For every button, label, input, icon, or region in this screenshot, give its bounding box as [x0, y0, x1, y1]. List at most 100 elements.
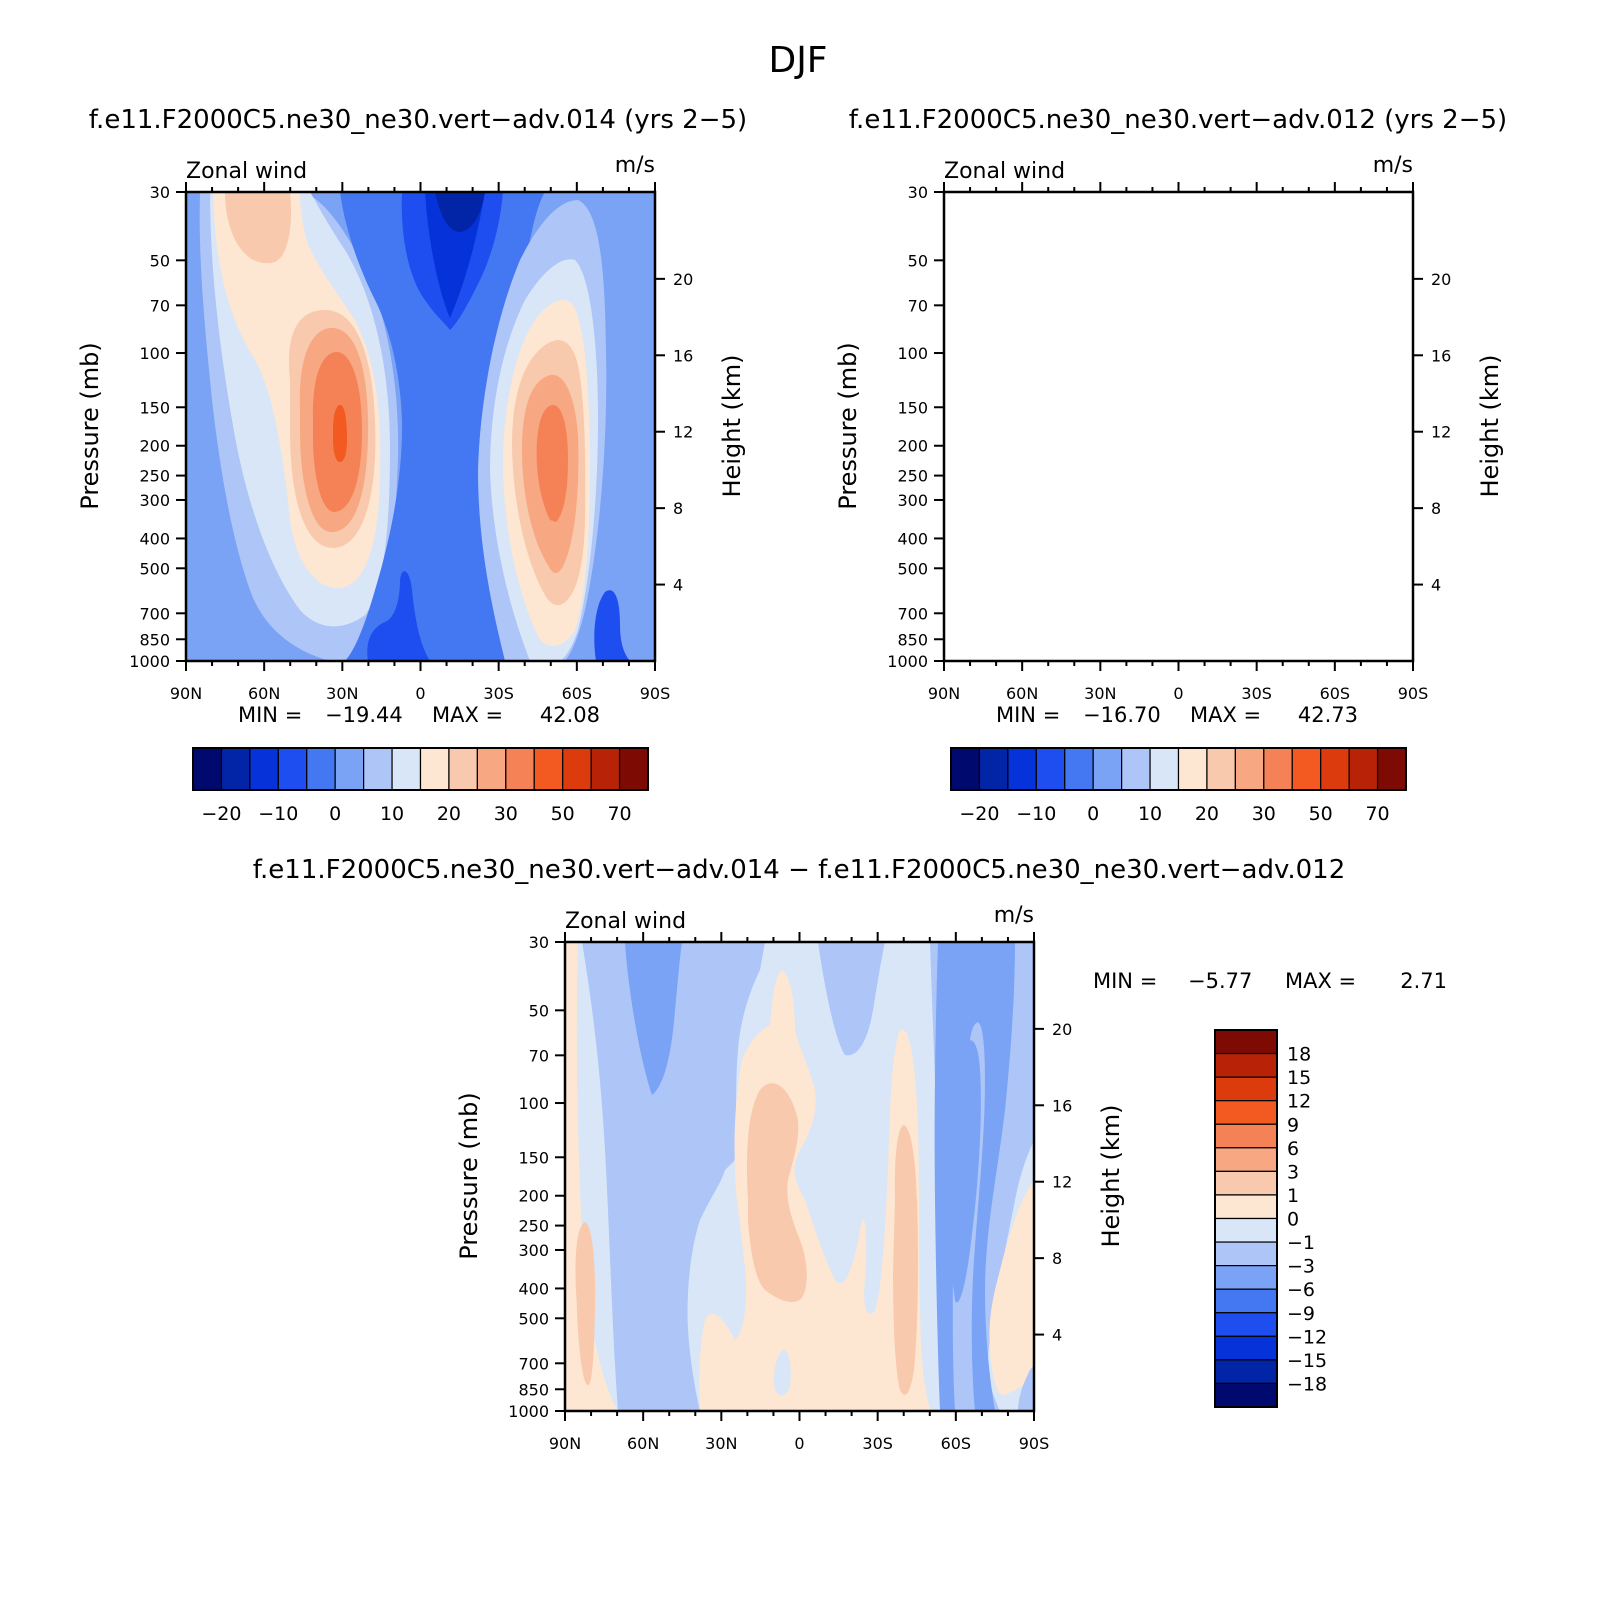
panel-3-ylabel: Pressure (mb): [455, 1092, 483, 1259]
panel-2-south-jet-level-2: [1274, 378, 1332, 580]
y-right-tick-label: 4: [673, 576, 683, 595]
panel-1-south-jet-level-3: [536, 405, 568, 522]
y-tick-label: 250: [139, 467, 170, 486]
panel-1-min-label: MIN =: [238, 703, 302, 727]
colorbar-label: 20: [1195, 803, 1219, 825]
x-tick-label: 0: [794, 1434, 804, 1453]
panel-2-contour-field: [944, 192, 1413, 661]
colorbar-swatch: [1121, 747, 1151, 791]
colorbar-label: 10: [1138, 803, 1162, 825]
panel-1-stratospheric-min-core: [435, 192, 485, 232]
panel-1-colorbar: −20 −10 0 10 20 30 50 70: [192, 747, 649, 825]
y-tick-label: 500: [518, 1309, 549, 1328]
colorbar-swatch: [1035, 747, 1066, 791]
y-right-tick-label: 4: [1052, 1326, 1062, 1345]
colorbar-label: −20: [201, 803, 241, 825]
colorbar-swatch: [419, 747, 450, 791]
panel-3-tropical-positive-core-1: [746, 1083, 807, 1302]
panel-2-axes: 90N 60N 30N 0 30S 60S 90S 30 50 70 100 150 200 250 300…: [887, 182, 1451, 703]
colorbar-label: −9: [1287, 1303, 1315, 1325]
panel-2-north-jet-level-0: [970, 192, 1134, 590]
colorbar-swatch: [1177, 747, 1208, 791]
panel-2-north-paleblue-fill: [963, 192, 1148, 627]
y-right-tick-label: 16: [673, 346, 693, 365]
panel-1-north-jet-level-1: [225, 192, 292, 264]
colorbar-swatch: [1291, 747, 1322, 791]
y-right-tick-label: 12: [1052, 1173, 1072, 1192]
colorbar-frame: [192, 747, 649, 791]
y-tick-label: 100: [518, 1094, 549, 1113]
y-tick-label: 50: [908, 251, 928, 270]
colorbar-swatch: [1214, 1029, 1278, 1055]
colorbar-swatch: [1263, 747, 1293, 791]
colorbar-label: 0: [1087, 803, 1099, 825]
colorbar-swatch: [950, 747, 981, 791]
y-tick-label: 850: [897, 630, 928, 649]
panel-2-max-label: MAX =: [1190, 703, 1261, 727]
x-tick-label: 90N: [170, 684, 202, 703]
colorbar-frame: [950, 747, 1407, 791]
colorbar-label: −15: [1287, 1350, 1327, 1372]
y-tick-label: 70: [150, 296, 170, 315]
panel-2-south-paleblue-fill: [1245, 277, 1355, 661]
y-tick-label: 50: [529, 1001, 549, 1020]
colorbar-swatch: [978, 747, 1009, 791]
panel-3-northern-negative-core: [625, 942, 682, 1095]
panel-1-north-jet-core: [333, 405, 347, 462]
y-tick-label: 400: [139, 529, 170, 548]
colorbar-label: 6: [1287, 1138, 1299, 1160]
colorbar-swatch: [1214, 1194, 1278, 1220]
colorbar-label: −18: [1287, 1373, 1327, 1395]
panel-3-tropical-negative-fill: [773, 1350, 791, 1396]
colorbar-label: 0: [1287, 1209, 1299, 1231]
panel-2-equatorial-min-fill: [1153, 192, 1248, 360]
colorbar-frame: [1214, 1029, 1278, 1408]
colorbar-swatch: [1214, 1147, 1278, 1172]
panel-2-equatorial-min-core: [1188, 192, 1233, 310]
colorbar-label: 0: [329, 803, 341, 825]
y-tick-label: 850: [139, 630, 170, 649]
x-tick-label: 30S: [483, 684, 514, 703]
colorbar-label: 30: [1252, 803, 1276, 825]
x-tick-label: 30S: [1241, 684, 1272, 703]
panel-2-north-band-fill: [954, 192, 1158, 661]
colorbar-swatch: [590, 747, 621, 791]
colorbar-swatch: [1214, 1312, 1278, 1337]
y-right-tick-label: 8: [1431, 499, 1441, 518]
colorbar-swatch: [1214, 1076, 1278, 1102]
colorbar-swatch: [249, 747, 279, 791]
colorbar-label: 50: [1309, 803, 1333, 825]
panel-3-axes: 90N 60N 30N 0 30S 60S 90S 30 50 70 100 150 200 250 300…: [508, 932, 1072, 1453]
y-tick-label: 500: [897, 559, 928, 578]
colorbar-swatch: [1320, 747, 1350, 791]
y-right-tick-label: 12: [1431, 423, 1451, 442]
y-tick-label: 700: [897, 604, 928, 623]
x-tick-label: 60N: [248, 684, 280, 703]
colorbar-label: 3: [1287, 1161, 1299, 1183]
colorbar-swatch: [1214, 1100, 1278, 1125]
panel-1-ylabel-right: Height (km): [718, 355, 746, 498]
panel-3-southern-negative-core-3: [949, 1040, 981, 1303]
panel-2-lower-min-fill-3: [1348, 588, 1385, 661]
y-tick-label: 30: [908, 183, 928, 202]
x-tick-label: 90S: [1019, 1434, 1050, 1453]
y-tick-label: 50: [150, 251, 170, 270]
panel-1: f.e11.F2000C5.ne30_ne30.vert−adv.014 (yr…: [76, 105, 747, 825]
colorbar-swatch: [1214, 1123, 1278, 1149]
colorbar-swatch: [1234, 747, 1265, 791]
panel-1-min-value: −19.44: [325, 703, 403, 727]
colorbar-label: −20: [959, 803, 999, 825]
x-tick-label: 60S: [1320, 684, 1351, 703]
x-tick-label: 30N: [1084, 684, 1116, 703]
panel-3: f.e11.F2000C5.ne30_ne30.vert−adv.014 − f…: [253, 855, 1447, 1453]
colorbar-swatch: [1007, 747, 1037, 791]
y-tick-label: 1000: [887, 652, 928, 671]
colorbar-swatch: [562, 747, 592, 791]
x-tick-label: 60N: [627, 1434, 659, 1453]
y-right-tick-label: 16: [1431, 346, 1451, 365]
panel-2-ylabel-right: Height (km): [1476, 355, 1504, 498]
colorbar-swatch: [306, 747, 336, 791]
panel-3-northern-negative-fill: [582, 942, 765, 1411]
colorbar-swatch: [1092, 747, 1123, 791]
